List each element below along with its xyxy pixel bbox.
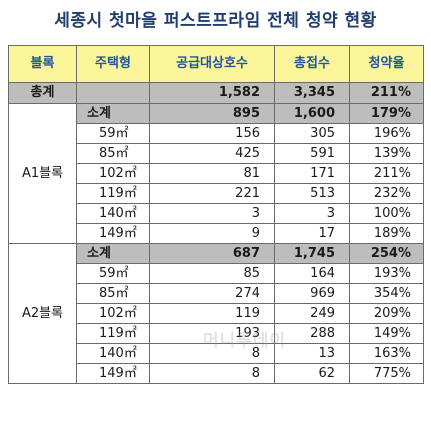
subtotal-rate: 179%	[349, 103, 424, 124]
header-block: 블록	[8, 45, 77, 83]
table-row: 59㎡ 85 164 193%	[9, 263, 424, 284]
applied-count: 305	[274, 123, 350, 144]
unit-type: 85㎡	[76, 283, 150, 304]
header-rate: 청약율	[349, 45, 424, 83]
table-row: 119㎡ 193 288 149%	[9, 323, 424, 344]
supply-count: 8	[149, 363, 275, 384]
table-row: 119㎡ 221 513 232%	[9, 183, 424, 204]
supply-count: 85	[149, 263, 275, 284]
subscription-rate: 193%	[349, 263, 424, 284]
unit-type: 59㎡	[76, 123, 150, 144]
subscription-rate: 149%	[349, 323, 424, 344]
applied-count: 3	[274, 203, 350, 224]
table-row: 85㎡ 274 969 354%	[9, 283, 424, 304]
supply-count: 156	[149, 123, 275, 144]
supply-count: 221	[149, 183, 275, 204]
subtotal-label: 소계	[76, 243, 150, 264]
total-rate: 211%	[349, 82, 424, 104]
subtotal-applied: 1,600	[274, 103, 350, 124]
supply-count: 425	[149, 143, 275, 164]
header-row: 블록 주택형 공급대상호수 총접수 청약율	[8, 45, 424, 83]
subtotal-label: 소계	[76, 103, 150, 124]
unit-type: 140㎡	[76, 203, 150, 224]
supply-count: 9	[149, 223, 275, 244]
table-title: 세종시 첫마을 퍼스트프라임 전체 청약 현황	[54, 11, 377, 31]
unit-type: 149㎡	[76, 363, 150, 384]
subscription-rate: 163%	[349, 343, 424, 364]
applied-count: 164	[274, 263, 350, 284]
supply-count: 8	[149, 343, 275, 364]
header-type: 주택형	[76, 45, 150, 83]
subscription-rate: 100%	[349, 203, 424, 224]
subscription-rate: 775%	[349, 363, 424, 384]
table-row: 102㎡ 119 249 209%	[9, 303, 424, 324]
subtotal-row: A2블록 소계 687 1,745 254%	[8, 243, 424, 384]
table-row: 149㎡ 8 62 775%	[9, 363, 424, 384]
supply-count: 193	[149, 323, 275, 344]
applied-count: 249	[274, 303, 350, 324]
table-row: 102㎡ 81 171 211%	[9, 163, 424, 184]
supply-count: 119	[149, 303, 275, 324]
subscription-rate: 189%	[349, 223, 424, 244]
subtotal-supply: 895	[149, 103, 275, 124]
total-applied: 3,345	[274, 82, 350, 104]
supply-count: 274	[149, 283, 275, 304]
table-row: 140㎡ 8 13 163%	[9, 343, 424, 364]
subscription-rate: 196%	[349, 123, 424, 144]
subscription-table: 블록 주택형 공급대상호수 총접수 청약율 총계 1,582 3,345 211…	[8, 45, 424, 384]
applied-count: 288	[274, 323, 350, 344]
applied-count: 591	[274, 143, 350, 164]
unit-type: 149㎡	[76, 223, 150, 244]
subscription-rate: 354%	[349, 283, 424, 304]
subtotal-applied: 1,745	[274, 243, 350, 264]
unit-type: 85㎡	[76, 143, 150, 164]
applied-count: 17	[274, 223, 350, 244]
applied-count: 171	[274, 163, 350, 184]
header-supply: 공급대상호수	[149, 45, 275, 83]
applied-count: 13	[274, 343, 350, 364]
subscription-rate: 139%	[349, 143, 424, 164]
subtotal-row: A1블록 소계 895 1,600 179%	[8, 103, 424, 244]
subscription-rate: 232%	[349, 183, 424, 204]
table-row: 149㎡ 9 17 189%	[9, 223, 424, 244]
subscription-rate: 209%	[349, 303, 424, 324]
subtotal-rate: 254%	[349, 243, 424, 264]
subscription-rate: 211%	[349, 163, 424, 184]
unit-type: 119㎡	[76, 323, 150, 344]
block-name: A1블록	[8, 103, 77, 244]
total-label: 총계	[8, 82, 77, 104]
total-row: 총계 1,582 3,345 211%	[8, 82, 424, 104]
total-supply: 1,582	[149, 82, 275, 104]
unit-type: 119㎡	[76, 183, 150, 204]
supply-count: 3	[149, 203, 275, 224]
unit-type: 102㎡	[76, 303, 150, 324]
unit-type: 140㎡	[76, 343, 150, 364]
supply-count: 81	[149, 163, 275, 184]
total-type-cell	[76, 82, 150, 104]
unit-type: 59㎡	[76, 263, 150, 284]
applied-count: 969	[274, 283, 350, 304]
unit-type: 102㎡	[76, 163, 150, 184]
applied-count: 62	[274, 363, 350, 384]
block-name: A2블록	[8, 243, 77, 384]
applied-count: 513	[274, 183, 350, 204]
header-applied: 총접수	[274, 45, 350, 83]
subtotal-supply: 687	[149, 243, 275, 264]
